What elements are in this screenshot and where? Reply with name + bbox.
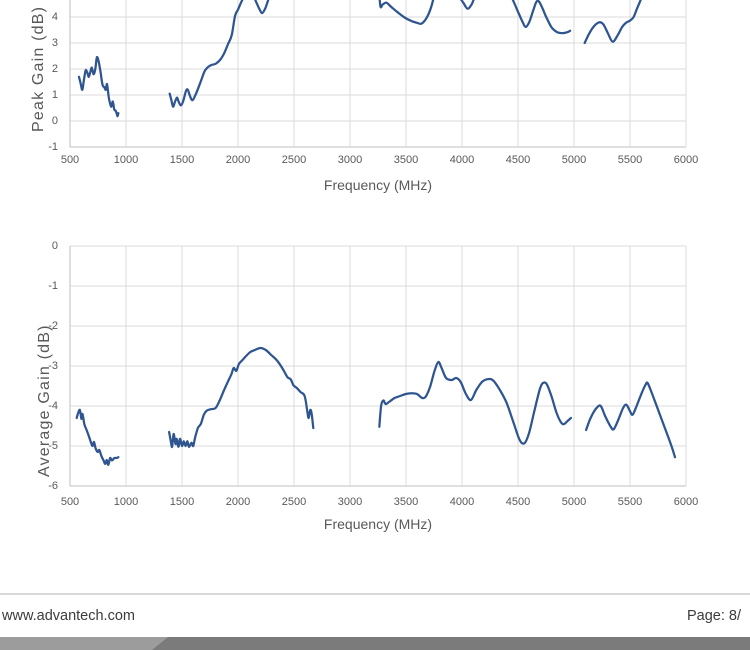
x-tick-label: 1500 <box>169 154 195 166</box>
y-tick-label: 4 <box>51 10 58 23</box>
x-tick-label: 1000 <box>113 496 139 508</box>
x-tick-label: 6000 <box>673 154 699 166</box>
average-gain-plot-area <box>69 245 687 487</box>
x-tick-label: 500 <box>60 496 80 508</box>
peak-gain-curve <box>583 0 642 45</box>
y-tick-label: 3 <box>51 36 58 49</box>
x-tick-label: 1000 <box>113 154 139 166</box>
y-tick-label: -6 <box>48 479 58 492</box>
x-tick-label: 3000 <box>337 496 363 508</box>
x-tick-label: 5500 <box>617 496 643 508</box>
average-gain-y-axis-title: Average Gain (dB) <box>36 324 53 477</box>
y-tick-label: -1 <box>48 140 58 153</box>
average-gain-curve <box>75 408 120 466</box>
peak-gain-curve <box>378 0 572 35</box>
x-tick-label: 2000 <box>225 496 251 508</box>
x-tick-label: 4000 <box>449 154 475 166</box>
x-tick-label: 2000 <box>225 154 251 166</box>
peak-gain-x-axis-title: Frequency (MHz) <box>323 177 433 193</box>
footer-bar-dark-segment <box>152 637 750 650</box>
average-gain-curve <box>378 360 573 445</box>
peak-gain-curve <box>77 55 120 118</box>
footer-website-link[interactable]: www.advantech.com <box>2 608 135 624</box>
y-tick-label: 2 <box>51 62 58 75</box>
footer-bar <box>0 637 750 650</box>
x-tick-label: 500 <box>60 154 80 166</box>
average-gain-x-axis-title: Frequency (MHz) <box>323 516 433 532</box>
y-tick-label: -5 <box>48 439 58 452</box>
x-tick-label: 2500 <box>281 154 307 166</box>
x-tick-label: 6000 <box>673 496 699 508</box>
x-tick-label: 2500 <box>281 496 307 508</box>
x-tick-label: 1500 <box>169 496 195 508</box>
y-tick-label: 1 <box>51 88 58 101</box>
footer-page-number: Page: 8/ <box>687 608 742 624</box>
y-tick-label: -2 <box>48 319 58 332</box>
x-tick-label: 3500 <box>393 154 419 166</box>
x-tick-label: 4500 <box>505 496 531 508</box>
peak-gain-plot-area <box>69 0 687 148</box>
x-tick-label: 4500 <box>505 154 531 166</box>
peak-gain-y-axis-title: Peak Gain (dB) <box>30 5 47 132</box>
x-tick-label: 3000 <box>337 154 363 166</box>
footer-divider <box>0 593 750 595</box>
y-tick-label: 0 <box>51 114 58 127</box>
y-tick-label: -1 <box>48 279 58 292</box>
y-tick-label: -3 <box>48 359 58 372</box>
average-gain-curve <box>167 346 315 449</box>
x-tick-label: 5500 <box>617 154 643 166</box>
y-tick-label: 0 <box>51 239 58 252</box>
x-tick-label: 4000 <box>449 496 475 508</box>
y-tick-label: -4 <box>48 399 58 412</box>
peak-gain-curve <box>168 0 270 108</box>
x-tick-label: 3500 <box>393 496 419 508</box>
average-gain-curve <box>584 381 677 459</box>
x-tick-label: 5000 <box>561 154 587 166</box>
x-tick-label: 5000 <box>561 496 587 508</box>
